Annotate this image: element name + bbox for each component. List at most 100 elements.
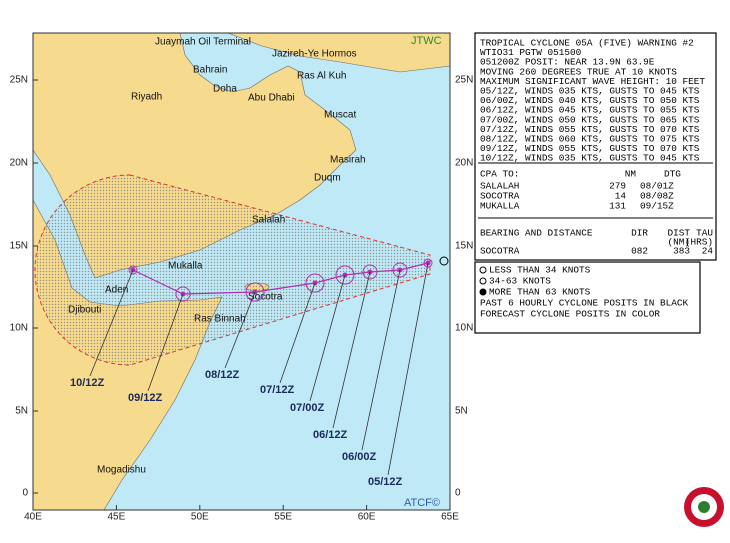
cpa-dtg: 08/08Z [640,190,674,201]
warning-line: 05/12Z, WINDS 035 KTS, GUSTS TO 045 KTS [480,85,700,96]
lon-label: 45E [108,512,126,523]
cpa-name: SALALAH [480,180,519,191]
track-ring [423,258,433,268]
leader-line [361,269,401,451]
cpa-dtg: 08/01Z [640,180,674,191]
lon-label: 60E [358,512,376,523]
warning-line: MOVING 260 DEGREES TRUE AT 10 KNOTS [480,66,677,77]
track-label: 05/12Z [368,476,403,488]
agency-logo [684,487,724,527]
warning-line: MAXIMUM SIGNIFICANT WAVE HEIGHT: 10 FEET [480,76,705,87]
warning-line: 06/00Z, WINDS 040 KTS, GUSTS TO 050 KTS [480,95,700,106]
cpa-nm: 279 [609,180,626,191]
track-label: 09/12Z [128,392,163,404]
cpa-name: MUKALLA [480,200,520,211]
lat-label: 20N [10,158,28,169]
cpa-name: SOCOTRA [480,190,520,201]
place-label: Riyadh [131,92,162,103]
danger-area [34,174,431,366]
cpa-nm: 131 [609,200,626,211]
place-label: Salalah [252,215,285,226]
warning-line: 09/12Z, WINDS 055 KTS, GUSTS TO 070 KTS [480,143,700,154]
lat-label: 10N [455,323,473,334]
track-label: 07/00Z [290,402,325,414]
place-label: Duqm [314,173,341,184]
lat-label: 15N [10,241,28,252]
lat-label: 0 [455,488,461,499]
lon-label: 50E [191,512,209,523]
lon-label: 65E [441,512,459,523]
lat-label: 10N [10,323,28,334]
leader-line [89,269,134,377]
warning-line: 06/12Z, WINDS 045 KTS, GUSTS TO 055 KTS [480,105,700,116]
legend-item: MORE THAN 63 KNOTS [489,286,591,297]
bearing-value: 082 [631,245,648,256]
place-label: Masirah [330,155,366,166]
track-ring [245,282,265,302]
legend-symbol [479,266,487,274]
track-label: 06/00Z [342,451,377,463]
bearing-value: 383 [673,245,690,256]
legend-note: PAST 6 HOURLY CYCLONE POSITS IN BLACK [480,297,689,308]
place-label: Ras Al Kuh [297,71,346,82]
track-ring [175,286,191,302]
leader-line [309,274,346,402]
cpa-nm: 14 [615,190,627,201]
cpa-dtg: 09/15Z [640,200,674,211]
lon-label: 40E [24,512,42,523]
lat-label: 5N [15,406,28,417]
track-ring [335,265,355,285]
leader-line [332,271,371,429]
bearing-value: 24 [702,245,714,256]
bearing-name: SOCOTRA [480,245,520,256]
legend-box [474,261,701,334]
leader-line [387,262,429,476]
legend-symbol [479,288,487,296]
place-label: Abu Dhabi [248,93,295,104]
warning-line: TROPICAL CYCLONE 05A (FIVE) WARNING #2 [480,37,694,48]
warning-line: 07/00Z, WINDS 050 KTS, GUSTS TO 065 KTS [480,114,700,125]
place-label: Mogadishu [97,465,146,476]
cpa-col: NM [625,168,637,179]
warning-box [474,32,717,261]
place-label: Ras Binnah [194,314,246,325]
warning-line: 07/12Z, WINDS 055 KTS, GUSTS TO 070 KTS [480,124,700,135]
lon-label: 55E [274,512,292,523]
footer-agency: ATCF© [404,497,440,509]
current-position [439,256,449,266]
lat-label: 5N [455,406,468,417]
lat-label: 20N [455,158,473,169]
lat-label: 0 [22,488,28,499]
place-label: Socotra [248,292,283,303]
leader-line [279,282,316,384]
track-label: 08/12Z [205,369,240,381]
cpa-col: DTG [664,168,681,179]
warning-line: 08/12Z, WINDS 060 KTS, GUSTS TO 075 KTS [480,133,700,144]
track-ring [392,262,408,278]
leader-line [147,293,184,392]
bearing-col: (NM) [667,236,690,247]
bearing-col: DIST [667,227,690,238]
warning-line: 10/12Z, WINDS 035 KTS, GUSTS TO 045 KTS [480,153,700,164]
place-label: Djibouti [68,305,101,316]
cpa-title: CPA TO: [480,168,519,179]
warning-line: WTIO31 PGTW 051500 [480,47,582,58]
legend-item: 34-63 KNOTS [489,275,551,286]
track-label: 07/12Z [260,384,295,396]
map-frame [32,32,451,511]
lat-label: 25N [455,75,473,86]
bearing-col: (HRS) [685,236,713,247]
agency-label: JTWC [411,35,442,47]
bearing-title: BEARING AND DISTANCE [480,227,593,238]
track-label: 10/12Z [70,377,105,389]
place-label: Muscat [324,110,356,121]
bearing-col: TAU [696,227,713,238]
leader-line [224,291,256,369]
track-ring [362,264,378,280]
track-ring [128,265,138,275]
legend-item: LESS THAN 34 KNOTS [489,264,591,275]
warning-line: 051200Z POSIT: NEAR 13.9N 63.9E [480,57,655,68]
track-label: 06/12Z [313,429,348,441]
